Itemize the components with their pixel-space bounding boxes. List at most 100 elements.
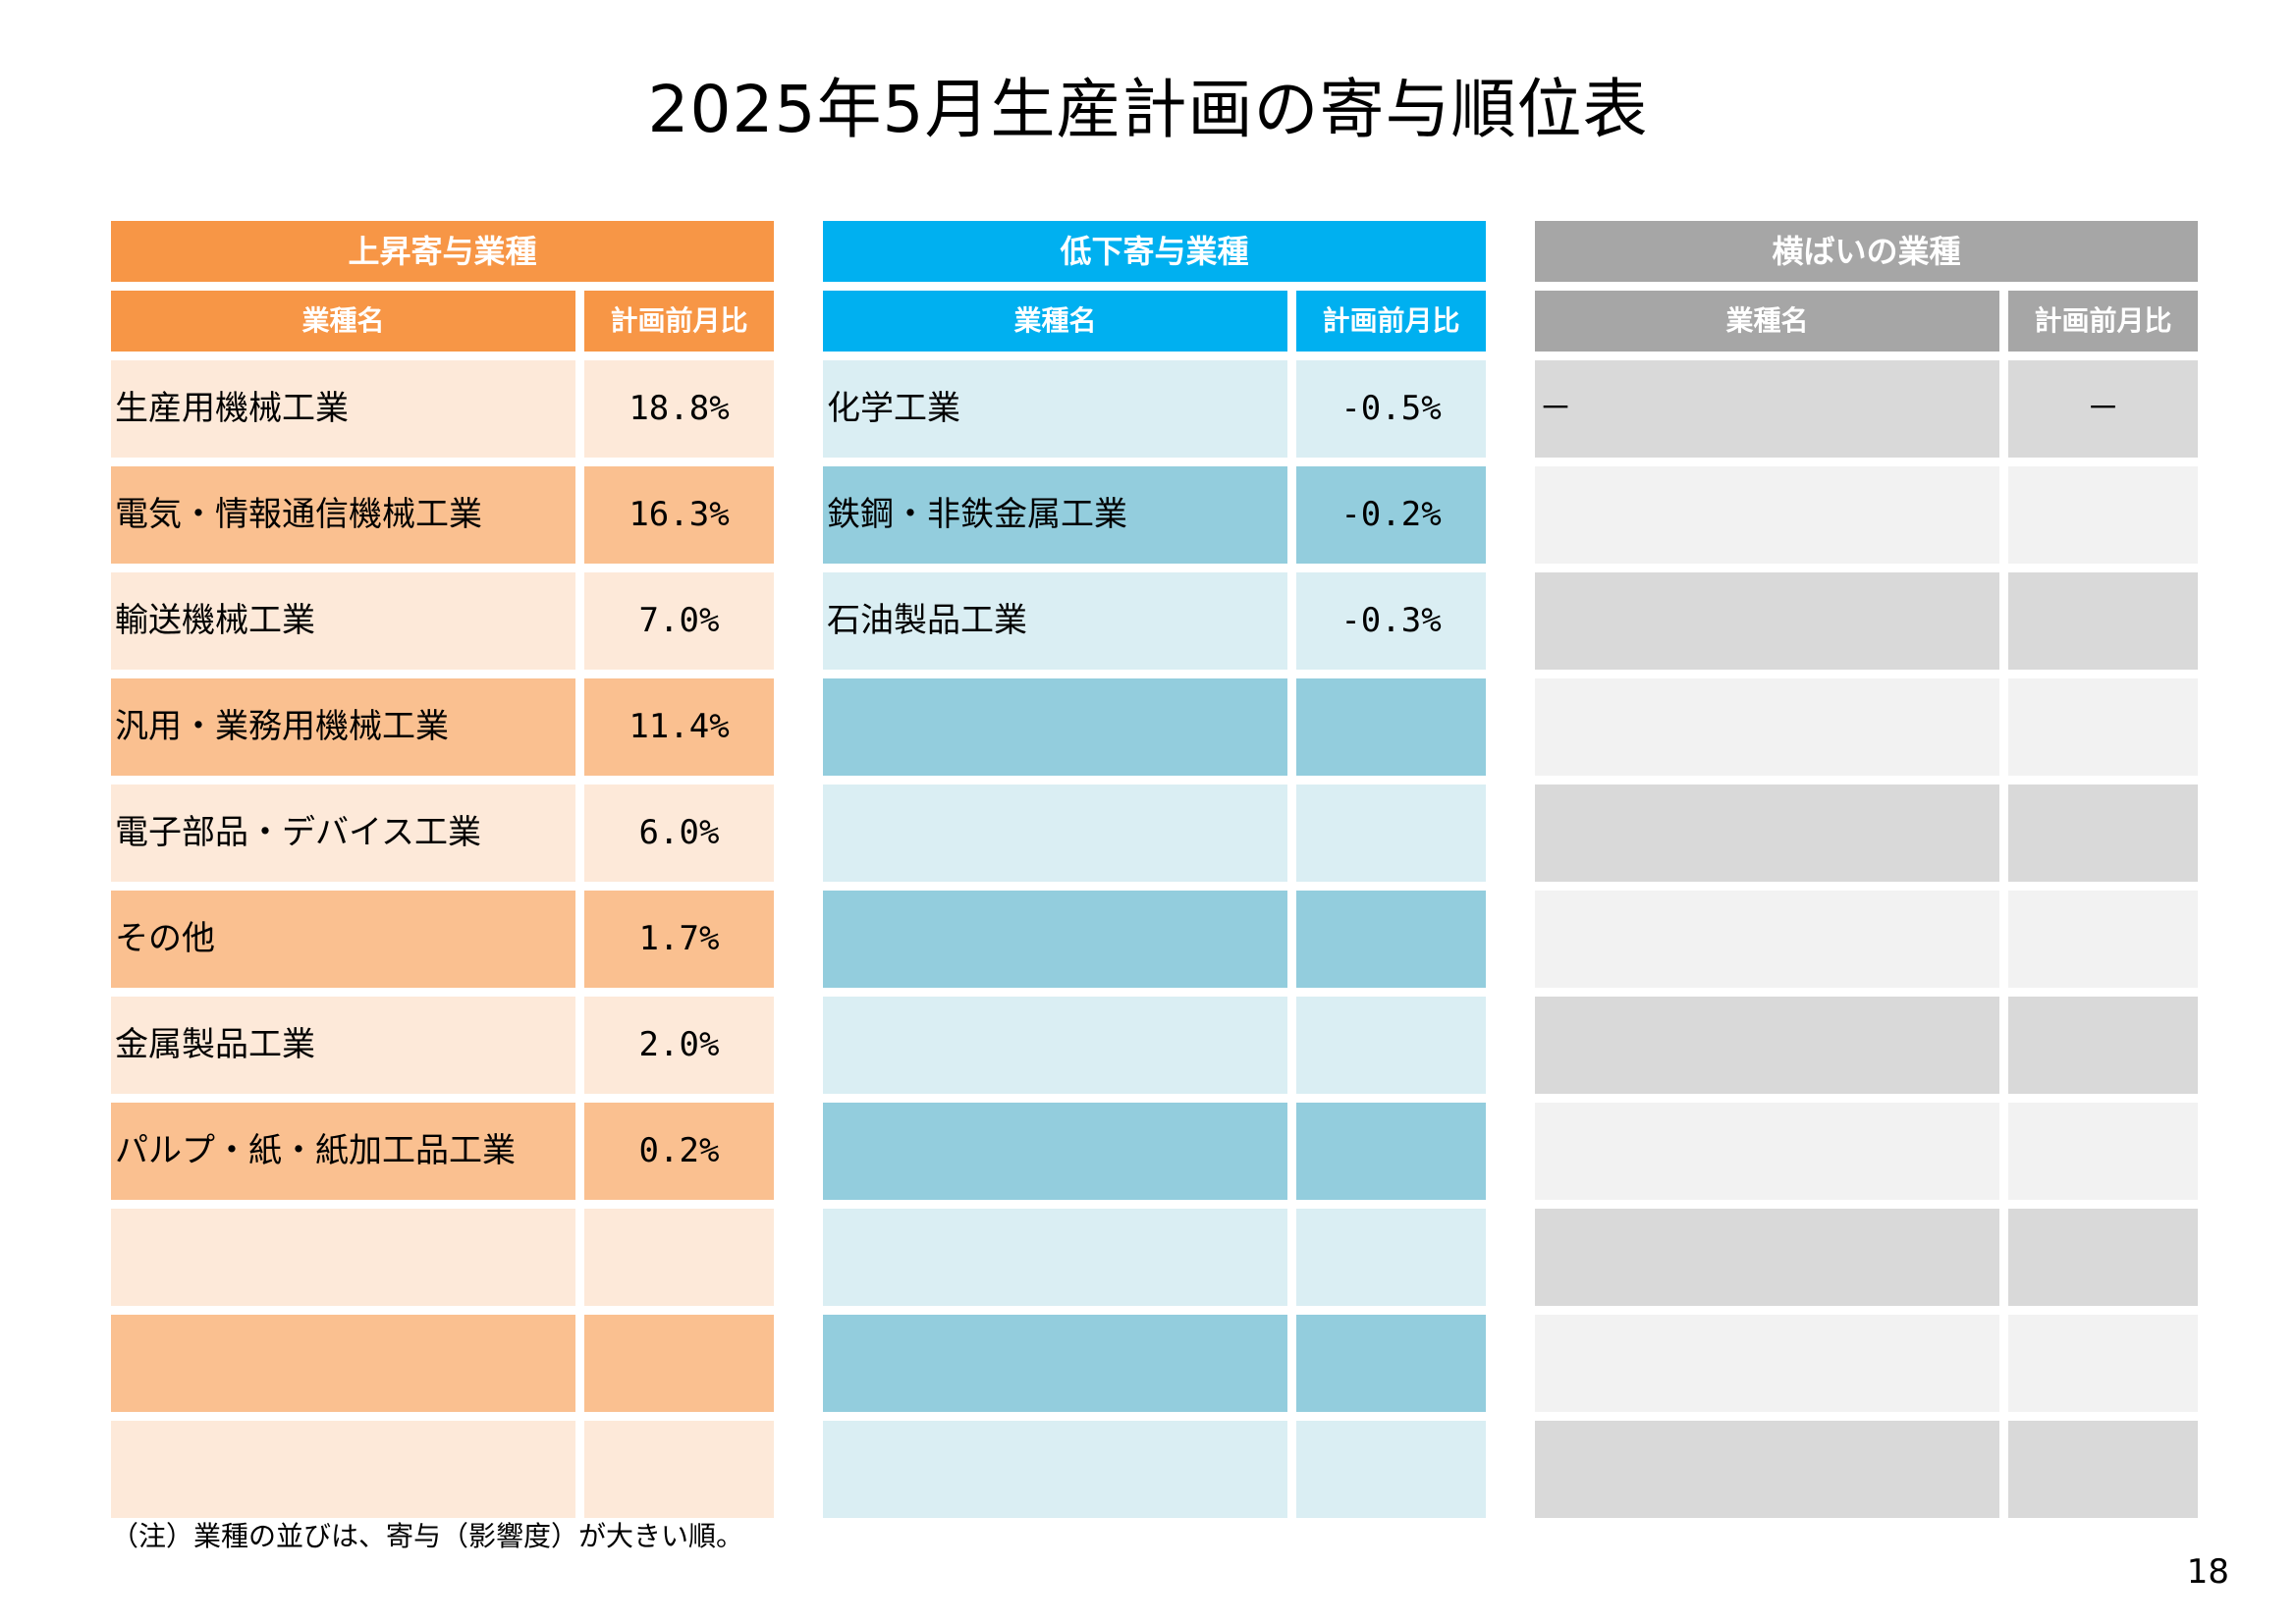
industry-name-cell: 石油製品工業: [823, 572, 1287, 670]
change-value-cell: [2008, 997, 2198, 1094]
industry-name-cell: [111, 1315, 575, 1412]
table-row: [1535, 1103, 2198, 1200]
table-row: [823, 1315, 1486, 1412]
industry-name-cell: [823, 1421, 1287, 1518]
change-value-cell: [2008, 678, 2198, 776]
change-value-cell: [2008, 891, 2198, 988]
column-header-industry: 業種名: [823, 291, 1287, 352]
change-value-cell: -0.2%: [1296, 466, 1486, 564]
page-title: 2025年5月生産計画の寄与順位表: [647, 72, 1649, 147]
column-headers: 業種名 計画前月比: [1535, 291, 2198, 352]
industry-name-cell: パルプ・紙・紙加工品工業: [111, 1103, 575, 1200]
industry-name-cell: [1535, 572, 1999, 670]
change-value-cell: 1.7%: [584, 891, 774, 988]
change-value-cell: [1296, 1103, 1486, 1200]
industry-name-cell: 鉄鋼・非鉄金属工業: [823, 466, 1287, 564]
table-row: [823, 1209, 1486, 1306]
industry-name-cell: [1535, 1421, 1999, 1518]
table-row: [823, 997, 1486, 1094]
change-value-cell: 16.3%: [584, 466, 774, 564]
change-value-cell: [2008, 1421, 2198, 1518]
change-value-cell: [584, 1421, 774, 1518]
change-value-cell: 11.4%: [584, 678, 774, 776]
change-value-cell: [584, 1209, 774, 1306]
column-header-change: 計画前月比: [2008, 291, 2198, 352]
change-value-cell: 6.0%: [584, 785, 774, 882]
change-value-cell: [2008, 572, 2198, 670]
table-row: [823, 1421, 1486, 1518]
industry-name-cell: [823, 785, 1287, 882]
table-body: 生産用機械工業 18.8% 電気・情報通信機械工業 16.3% 輸送機械工業 7.0% 汎用…: [111, 360, 774, 1518]
change-value-cell: [1296, 1421, 1486, 1518]
panel-down: 低下寄与業種 業種名 計画前月比化学工業 -0.5% 鉄鋼・非鉄金属工業 -0.2% 石油製…: [823, 221, 1486, 1518]
table-row: [111, 1421, 774, 1518]
change-value-cell: [2008, 1209, 2198, 1306]
table-row: 金属製品工業 2.0%: [111, 997, 774, 1094]
change-value-cell: [1296, 891, 1486, 988]
industry-name-cell: その他: [111, 891, 575, 988]
panel-header-down: 低下寄与業種: [823, 221, 1486, 282]
column-header-change: 計画前月比: [584, 291, 774, 352]
table-row: [823, 785, 1486, 882]
footnote: （注）業種の並びは、寄与（影響度）が大きい順。: [111, 1520, 744, 1552]
table-row: その他 1.7%: [111, 891, 774, 988]
industry-name-cell: 輸送機械工業: [111, 572, 575, 670]
table-row: [1535, 678, 2198, 776]
industry-name-cell: [111, 1421, 575, 1518]
change-value-cell: [1296, 678, 1486, 776]
change-value-cell: [1296, 1315, 1486, 1412]
table-row: パルプ・紙・紙加工品工業 0.2%: [111, 1103, 774, 1200]
table-row: 生産用機械工業 18.8%: [111, 360, 774, 458]
column-headers: 業種名 計画前月比: [111, 291, 774, 352]
column-header-industry: 業種名: [111, 291, 575, 352]
page-number: 18: [2186, 1552, 2229, 1592]
table-row: [1535, 466, 2198, 564]
industry-name-cell: [1535, 1209, 1999, 1306]
industry-name-cell: [1535, 997, 1999, 1094]
industry-name-cell: 電気・情報通信機械工業: [111, 466, 575, 564]
table-row: [111, 1315, 774, 1412]
panel-header-flat: 横ばいの業種: [1535, 221, 2198, 282]
industry-name-cell: 電子部品・デバイス工業: [111, 785, 575, 882]
table-row: 電気・情報通信機械工業 16.3%: [111, 466, 774, 564]
table-body: －－: [1535, 360, 2198, 1518]
table-row: [1535, 1421, 2198, 1518]
table-row: 電子部品・デバイス工業 6.0%: [111, 785, 774, 882]
industry-name-cell: [1535, 466, 1999, 564]
panel-header-up: 上昇寄与業種: [111, 221, 774, 282]
change-value-cell: [1296, 997, 1486, 1094]
change-value-cell: －: [2008, 360, 2198, 458]
change-value-cell: [2008, 1103, 2198, 1200]
industry-name-cell: [823, 997, 1287, 1094]
table-row: －－: [1535, 360, 2198, 458]
table-row: [1535, 1315, 2198, 1412]
industry-name-cell: [823, 891, 1287, 988]
change-value-cell: -0.3%: [1296, 572, 1486, 670]
table-row: [1535, 1209, 2198, 1306]
industry-name-cell: 汎用・業務用機械工業: [111, 678, 575, 776]
industry-name-cell: [1535, 678, 1999, 776]
change-value-cell: 18.8%: [584, 360, 774, 458]
change-value-cell: -0.5%: [1296, 360, 1486, 458]
industry-name-cell: [823, 1209, 1287, 1306]
table-row: [111, 1209, 774, 1306]
table-row: [823, 1103, 1486, 1200]
table-row: 汎用・業務用機械工業 11.4%: [111, 678, 774, 776]
industry-name-cell: [111, 1209, 575, 1306]
table-row: [1535, 572, 2198, 670]
table-row: [1535, 785, 2198, 882]
table-row: 化学工業 -0.5%: [823, 360, 1486, 458]
table-row: 石油製品工業 -0.3%: [823, 572, 1486, 670]
table-row: [823, 678, 1486, 776]
industry-name-cell: [1535, 785, 1999, 882]
change-value-cell: [1296, 785, 1486, 882]
change-value-cell: 0.2%: [584, 1103, 774, 1200]
change-value-cell: [2008, 466, 2198, 564]
change-value-cell: [1296, 1209, 1486, 1306]
column-header-change: 計画前月比: [1296, 291, 1486, 352]
change-value-cell: 2.0%: [584, 997, 774, 1094]
column-header-industry: 業種名: [1535, 291, 1999, 352]
change-value-cell: [2008, 785, 2198, 882]
industry-name-cell: [1535, 1315, 1999, 1412]
industry-name-cell: 生産用機械工業: [111, 360, 575, 458]
